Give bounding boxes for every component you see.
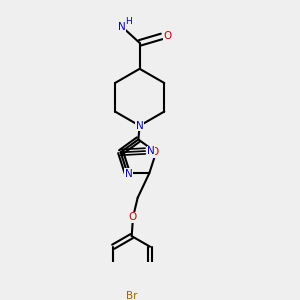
Text: O: O — [163, 31, 172, 41]
Text: N: N — [125, 169, 133, 179]
Text: H: H — [125, 17, 132, 26]
Text: N: N — [136, 121, 143, 131]
Text: Br: Br — [126, 291, 137, 300]
Text: O: O — [150, 147, 158, 158]
Text: N: N — [118, 22, 126, 32]
Text: N: N — [147, 146, 155, 156]
Text: O: O — [128, 212, 136, 222]
